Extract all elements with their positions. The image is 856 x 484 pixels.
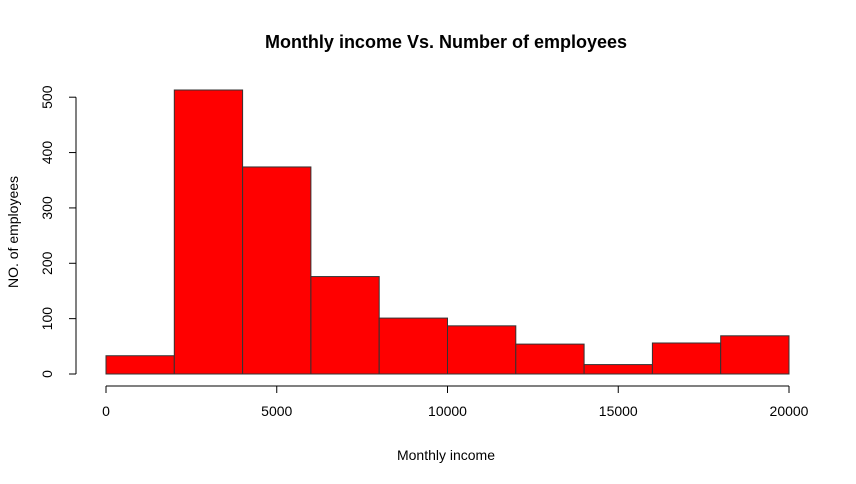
- histogram-bar-3: [310, 276, 380, 375]
- x-tick-label-4: 20000: [770, 403, 809, 419]
- histogram-bar-1: [173, 89, 244, 375]
- histogram-bar-5: [447, 325, 517, 375]
- histogram-bar-6: [515, 343, 585, 375]
- y-tick-label-2: 200: [39, 251, 55, 275]
- x-tick-label-1: 5000: [261, 403, 292, 419]
- x-axis-label: Monthly income: [397, 447, 495, 463]
- chart-title: Monthly income Vs. Number of employees: [265, 32, 627, 52]
- x-tick-label-0: 0: [102, 403, 110, 419]
- y-tick-label-3: 300: [39, 196, 55, 220]
- y-axis-label: NO. of employees: [5, 176, 21, 288]
- x-tick-label-2: 10000: [428, 403, 467, 419]
- histogram-bar-8: [651, 342, 722, 375]
- y-axis: 0 100 200 300 400 500: [39, 85, 77, 378]
- x-axis: 0 5000 10000 15000 20000: [102, 385, 809, 419]
- histogram-bar-0: [105, 355, 175, 375]
- histogram-bar-7: [583, 364, 653, 375]
- y-tick-label-0: 0: [39, 370, 55, 378]
- histogram-bar-4: [378, 317, 449, 375]
- histogram-bar-2: [242, 166, 312, 375]
- bars-group: [105, 89, 790, 375]
- histogram-bar-9: [720, 335, 790, 375]
- y-tick-label-4: 400: [39, 141, 55, 165]
- y-tick-label-1: 100: [39, 307, 55, 331]
- x-tick-label-3: 15000: [599, 403, 638, 419]
- y-tick-label-5: 500: [39, 85, 55, 109]
